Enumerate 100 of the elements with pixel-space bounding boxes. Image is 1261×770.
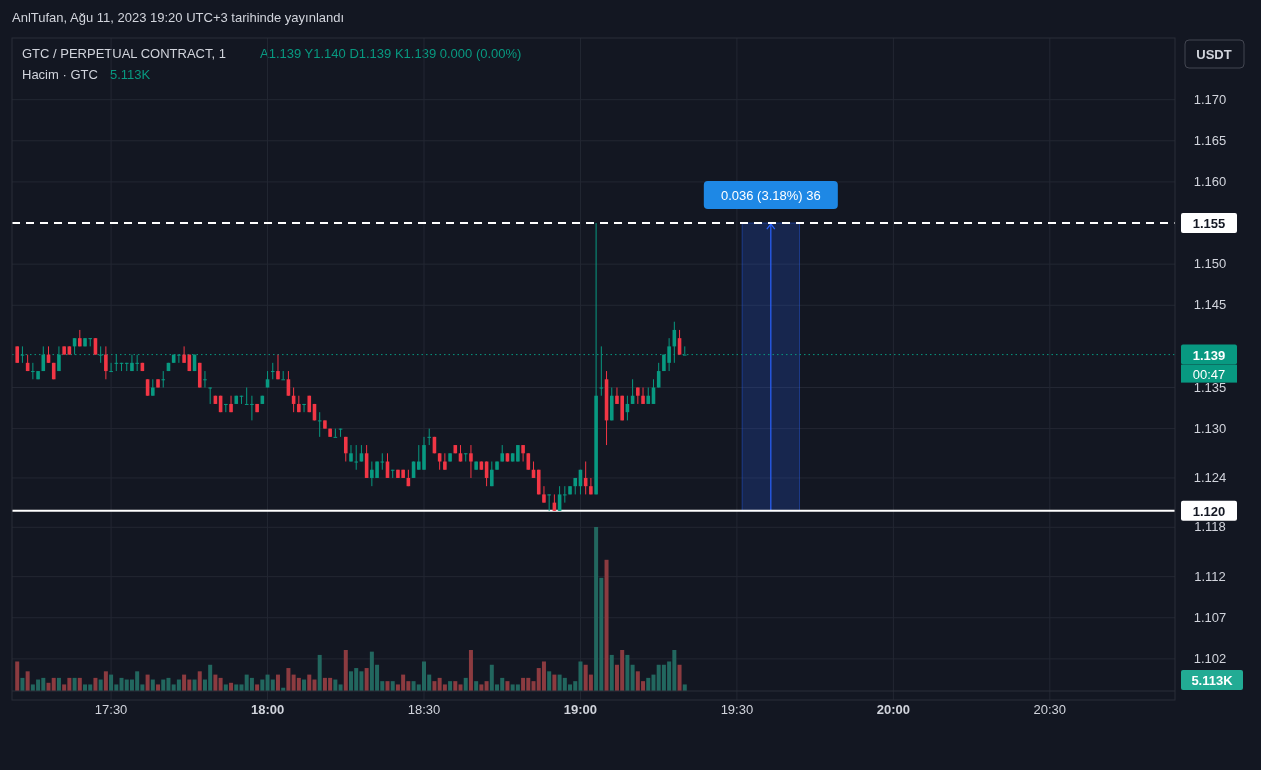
- bar: [182, 674, 187, 691]
- candlestick: [229, 395, 233, 413]
- bar: [625, 654, 630, 691]
- candlestick: [182, 345, 186, 364]
- bar: [364, 668, 369, 691]
- bar: [604, 559, 609, 691]
- x-tick-label: 19:00: [563, 702, 598, 717]
- y-tick-label: 1.124: [1193, 469, 1227, 485]
- bar: [594, 527, 599, 691]
- bar: [93, 677, 98, 691]
- text: AnlTufan, Ağu 11, 2023 19:20 UTC+3 tarihinde yayınlandı: [12, 10, 345, 25]
- bar: [458, 684, 463, 691]
- candlestick: [427, 428, 432, 446]
- ref-line-label: 1.155: [1192, 216, 1226, 232]
- bar: [515, 684, 520, 691]
- bar: [77, 677, 82, 691]
- bar: [547, 671, 552, 691]
- text: 5.113K: [1191, 673, 1234, 688]
- candlestick: [463, 452, 468, 463]
- bar: [646, 677, 651, 691]
- bar: [197, 671, 202, 691]
- bar: [677, 664, 682, 691]
- bar: [145, 674, 150, 691]
- bar: [343, 650, 348, 691]
- candlestick: [521, 444, 525, 463]
- bar: [218, 677, 223, 691]
- bar: [521, 677, 526, 691]
- bar: [453, 681, 458, 691]
- bar: [213, 674, 218, 691]
- candlestick: [250, 395, 254, 421]
- candlestick: [349, 444, 353, 463]
- bar: [385, 681, 390, 691]
- candlestick: [208, 387, 212, 405]
- x-tick-label: 20:00: [876, 702, 910, 717]
- x-tick-label: 17:30: [94, 702, 128, 717]
- candlestick: [276, 354, 280, 380]
- bar: [307, 674, 312, 691]
- chart-title: Hacim · GTC: [22, 67, 98, 82]
- text: USDT: [1196, 47, 1232, 62]
- candlestick: [641, 387, 645, 405]
- annotation: A1.139 Y1.140 D1.139 K1.139 0.000 (0.00%): [260, 46, 522, 61]
- y-tick-label: 1.150: [1193, 256, 1227, 272]
- candlestick: [547, 493, 551, 512]
- x-tick-label: 18:30: [407, 702, 441, 717]
- y-tick-label: 1.118: [1194, 519, 1226, 535]
- candlestick: [109, 362, 113, 373]
- bar: [249, 677, 254, 691]
- ref-line-label: 1.139: [1192, 347, 1226, 363]
- bar: [505, 681, 510, 691]
- bar: [72, 677, 77, 691]
- bar: [56, 677, 61, 691]
- y-tick-label: 1.170: [1193, 91, 1227, 107]
- bar: [234, 684, 239, 691]
- bar: [156, 684, 161, 691]
- bar: [552, 674, 557, 691]
- bar: [25, 671, 30, 691]
- bar: [484, 681, 489, 691]
- candlestick: [443, 452, 447, 471]
- bar: [390, 681, 395, 691]
- bar: [682, 684, 687, 691]
- candlestick: [354, 444, 359, 471]
- y-tick-label: 1.145: [1193, 297, 1227, 313]
- annotation: 5.113K: [110, 67, 151, 82]
- bar: [255, 684, 260, 691]
- y-tick-label: 1.130: [1193, 420, 1227, 436]
- x-tick-label: 18:00: [250, 702, 285, 717]
- bar: [474, 681, 479, 691]
- candlestick: [490, 461, 494, 487]
- candlestick: [343, 436, 348, 463]
- bar: [338, 684, 343, 691]
- bar: [109, 674, 114, 691]
- bar: [630, 664, 635, 691]
- bar: [51, 677, 56, 691]
- candlestick: [589, 477, 593, 495]
- x-tick-label: 19:30: [720, 702, 754, 717]
- band-label: 0.036 (3.18%) 36: [720, 188, 821, 204]
- y-tick-label: 1.107: [1193, 609, 1227, 625]
- bar: [468, 650, 473, 691]
- candlestick: [542, 485, 546, 504]
- bar: [296, 677, 301, 691]
- candlestick: [270, 362, 275, 380]
- x-tick-label: 20:30: [1033, 702, 1067, 717]
- candlestick: [203, 370, 207, 388]
- y-tick-label: 1.135: [1193, 379, 1227, 395]
- y-tick-label: 1.160: [1193, 173, 1227, 189]
- bar: [286, 668, 291, 691]
- bar: [317, 654, 322, 691]
- candlestick: [281, 370, 285, 381]
- candlestick: [469, 444, 473, 479]
- bar: [275, 674, 280, 691]
- candlestick: [161, 370, 166, 388]
- bar: [15, 661, 20, 691]
- bar: [432, 681, 437, 691]
- y-tick-label: 1.102: [1193, 650, 1227, 666]
- bar: [83, 684, 88, 691]
- text: 00:47: [1192, 366, 1226, 382]
- text: GTC / PERPETUAL CONTRACT, 1: [22, 46, 226, 61]
- y-tick-label: 1.112: [1194, 568, 1226, 584]
- bar: [20, 677, 25, 691]
- bar: [223, 684, 228, 691]
